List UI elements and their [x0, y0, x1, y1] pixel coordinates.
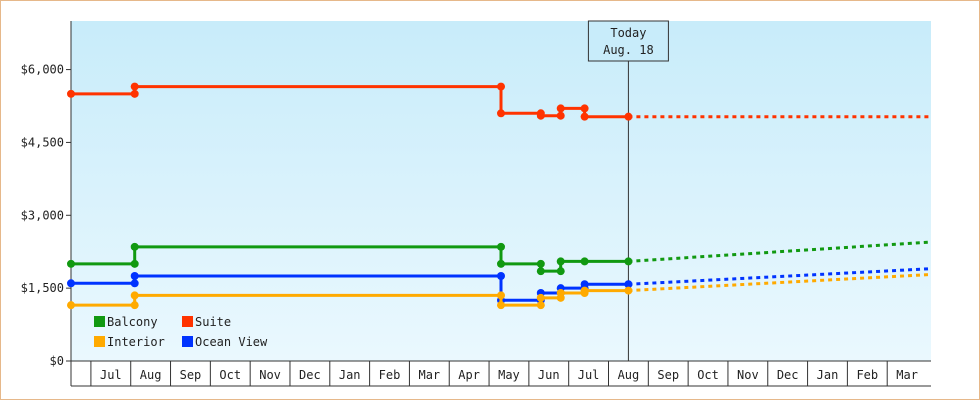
x-month-label: Jul — [100, 368, 122, 382]
series-point-ocean-view — [130, 272, 139, 280]
y-tick-label: $4,500 — [21, 135, 64, 149]
x-month-label: Feb — [856, 368, 878, 382]
series-point-ocean-view — [580, 280, 589, 289]
x-month-label: Dec — [299, 368, 321, 382]
x-month-label: Oct — [697, 368, 719, 382]
series-point-suite — [497, 82, 505, 91]
series-point-interior — [624, 286, 633, 295]
x-month-label: Aug — [140, 368, 162, 382]
x-month-label: Jul — [578, 368, 600, 382]
x-month-label: Sep — [657, 368, 679, 382]
series-point-suite — [624, 112, 633, 121]
x-month-label: Dec — [777, 368, 799, 382]
x-month-label: Aug — [618, 368, 640, 382]
series-point-balcony — [130, 242, 139, 251]
series-forecast-ocean-view — [628, 267, 932, 286]
series-point-ocean-view — [497, 272, 505, 280]
series-point-balcony — [536, 267, 545, 276]
legend-swatch-balcony — [94, 316, 105, 327]
legend-label-ocean-view: Ocean View — [195, 335, 268, 349]
series-point-ocean-view — [624, 280, 633, 289]
series-point-interior — [556, 289, 565, 297]
x-month-label: Feb — [379, 368, 401, 382]
legend-label-suite: Suite — [195, 315, 231, 329]
series-point-interior — [67, 301, 75, 310]
x-month-label: Oct — [219, 368, 241, 382]
x-month-label: May — [498, 368, 520, 382]
series-point-balcony — [497, 242, 505, 251]
series-forecast-interior — [628, 273, 932, 293]
legend-swatch-suite — [182, 316, 193, 327]
series-layer — [67, 82, 932, 310]
series-point-balcony — [67, 259, 75, 268]
series-point-suite — [580, 112, 589, 121]
series-point-suite — [536, 111, 545, 120]
series-point-suite — [556, 104, 565, 113]
plot-background — [71, 21, 931, 361]
y-tick-label: $3,000 — [21, 208, 64, 222]
x-month-label: Nov — [259, 368, 281, 382]
today-date: Aug. 18 — [603, 43, 654, 57]
y-tick-label: $6,000 — [21, 63, 64, 77]
series-point-suite — [130, 82, 139, 91]
series-point-balcony — [624, 257, 633, 266]
today-marker: Today Aug. 18 — [587, 20, 669, 361]
series-point-interior — [536, 301, 545, 310]
series-point-suite — [580, 104, 589, 113]
today-box — [587, 20, 669, 62]
x-month-label: Nov — [737, 368, 759, 382]
y-tick-label: $1,500 — [21, 281, 64, 295]
x-month-label: Jan — [339, 368, 361, 382]
legend-label-balcony: Balcony — [107, 315, 158, 329]
legend-swatch-ocean-view — [182, 336, 193, 347]
x-month-label: Sep — [180, 368, 202, 382]
series-point-balcony — [536, 259, 545, 268]
series-point-balcony — [556, 267, 565, 276]
series-point-balcony — [130, 259, 139, 268]
x-month-label: Apr — [458, 368, 480, 382]
x-month-label: Mar — [418, 368, 440, 382]
series-point-balcony — [556, 257, 565, 266]
series-point-interior — [497, 301, 505, 310]
series-point-interior — [130, 291, 139, 300]
legend-label-interior: Interior — [107, 335, 165, 349]
series-point-interior — [580, 286, 589, 295]
series-point-suite — [67, 89, 75, 98]
series-point-suite — [497, 109, 505, 118]
series-point-interior — [536, 293, 545, 302]
series-point-suite — [556, 111, 565, 120]
today-label: Today — [610, 26, 646, 40]
series-point-ocean-view — [130, 279, 139, 288]
legend-swatch-interior — [94, 336, 105, 347]
x-month-label: Jan — [817, 368, 839, 382]
x-month-label: Mar — [896, 368, 918, 382]
series-forecast-balcony — [628, 240, 932, 263]
series-point-suite — [130, 89, 139, 98]
y-axis: $0 $1,500 $3,000 $4,500 $6,000 — [21, 21, 72, 368]
x-axis: Jul Aug Sep Oct Nov Dec Jan Feb Mar Apr May Jun Jul A… — [70, 360, 931, 387]
series-point-interior — [130, 301, 139, 310]
series-point-balcony — [497, 259, 505, 268]
series-point-ocean-view — [67, 279, 75, 288]
x-month-label: Jun — [538, 368, 560, 382]
series-point-balcony — [580, 257, 589, 266]
series-point-interior — [497, 291, 505, 300]
legend: Balcony Suite Interior Ocean View — [94, 315, 268, 349]
y-tick-label: $0 — [50, 354, 64, 368]
